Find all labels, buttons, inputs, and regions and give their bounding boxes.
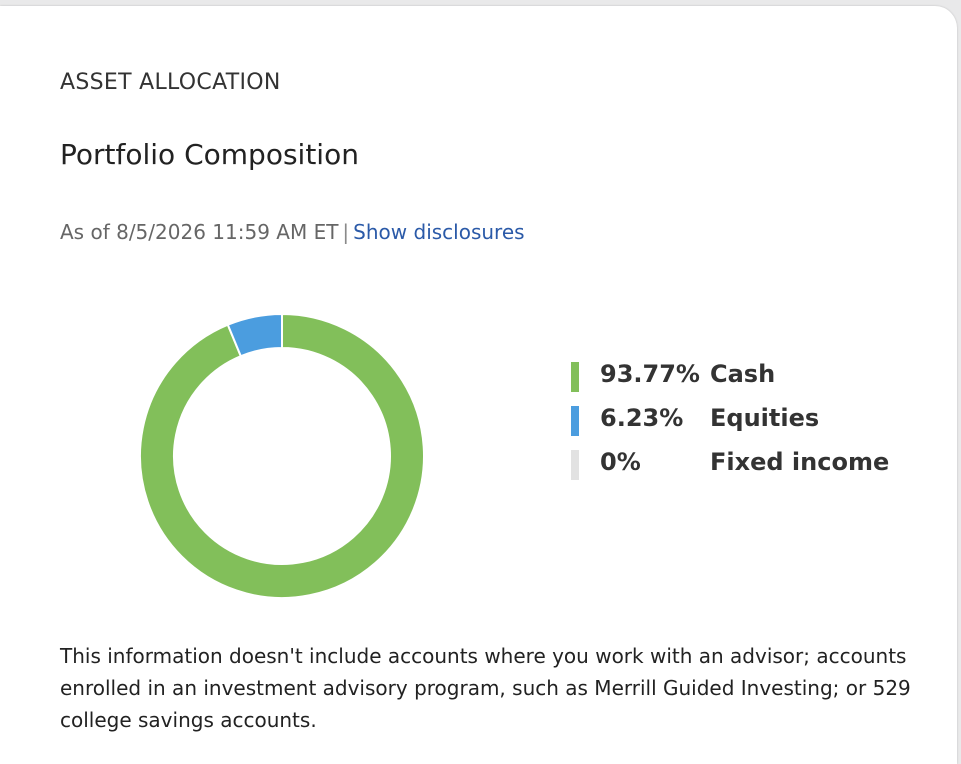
legend-swatch-fixed-income [571, 450, 579, 480]
as-of-line: As of 8/5/2026 11:59 AM ET | Show disclosu… [60, 220, 525, 244]
donut-slice-equities [226, 312, 283, 358]
legend-percent-equities: 6.23% [600, 404, 684, 432]
legend-swatch-cash [571, 362, 579, 392]
legend-percent-fixed-income: 0% [600, 448, 641, 476]
legend-label-cash: Cash [710, 360, 776, 388]
as-of-separator: | [342, 220, 350, 244]
legend-label-fixed-income: Fixed income [710, 448, 890, 476]
page-title: Portfolio Composition [60, 138, 359, 171]
allocation-donut-chart [139, 312, 425, 599]
show-disclosures-link[interactable]: Show disclosures [353, 220, 525, 244]
asset-allocation-card: ASSET ALLOCATION Portfolio Composition A… [0, 6, 957, 764]
section-label: ASSET ALLOCATION [60, 70, 281, 95]
donut-slice-cash [139, 312, 425, 599]
legend-swatch-equities [571, 406, 579, 436]
legend-label-equities: Equities [710, 404, 820, 432]
disclaimer-text: This information doesn't include account… [60, 644, 911, 732]
legend-percent-cash: 93.77% [600, 360, 700, 388]
as-of-timestamp: As of 8/5/2026 11:59 AM ET [60, 220, 339, 244]
